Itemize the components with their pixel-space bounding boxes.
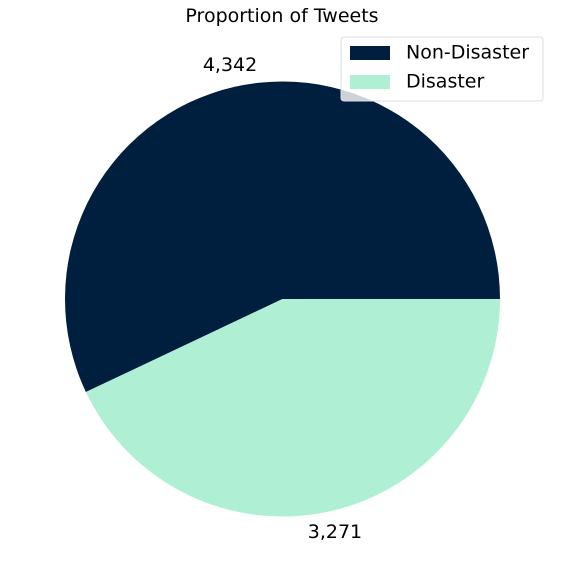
pie-slice-non-disaster xyxy=(65,81,500,393)
legend-label-disaster: Disaster xyxy=(406,71,484,93)
legend-swatch-non-disaster xyxy=(350,46,390,60)
legend-swatch-disaster xyxy=(350,75,390,89)
pie-slice-disaster xyxy=(85,299,500,517)
legend-frame xyxy=(340,36,544,102)
pie-value-labels: 4,342 3,271 xyxy=(203,54,362,543)
pie-slices xyxy=(65,81,500,517)
slice-value-label-disaster: 3,271 xyxy=(308,521,362,543)
chart-legend: Non-Disaster Disaster xyxy=(340,36,544,102)
legend-label-non-disaster: Non-Disaster xyxy=(406,42,529,64)
slice-value-label-non-disaster: 4,342 xyxy=(203,54,257,76)
chart-title: Proportion of Tweets xyxy=(185,5,378,27)
